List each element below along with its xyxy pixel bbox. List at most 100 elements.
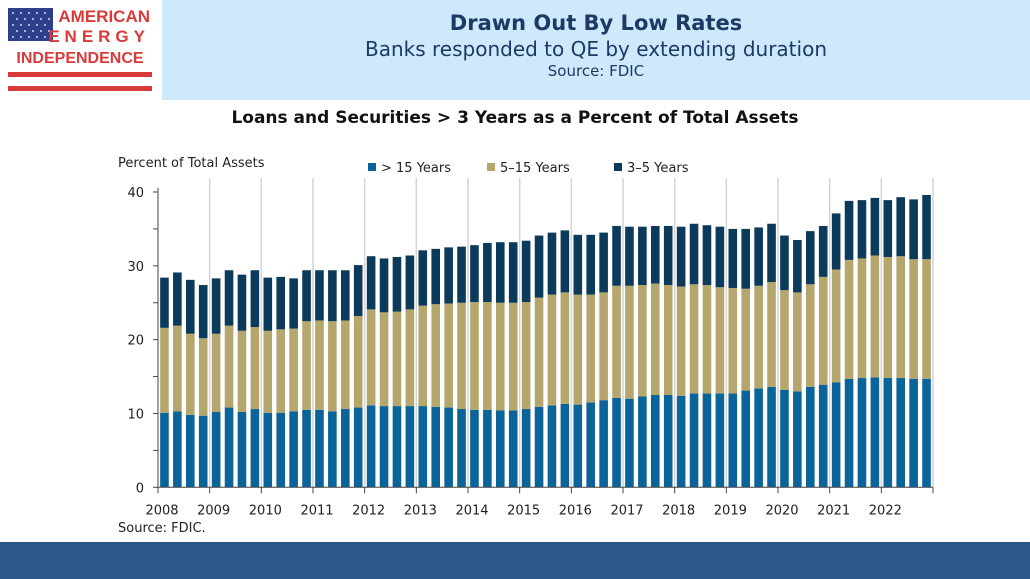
bar-segment-3-5-years <box>715 226 725 288</box>
bar-segment--15-years <box>418 406 428 488</box>
bar-segment-5-15-years <box>883 256 893 379</box>
y-tick-label: 10 <box>127 407 144 422</box>
bar-segment--15-years <box>366 405 376 488</box>
bar-segment-3-5-years <box>728 228 738 288</box>
bar-segment-3-5-years <box>340 270 350 321</box>
bar-segment-5-15-years <box>870 255 880 378</box>
bar-segment--15-years <box>650 395 660 488</box>
bar-segment--15-years <box>405 406 415 488</box>
bar-segment--15-years <box>328 411 337 488</box>
bar-segment-5-15-years <box>315 320 324 410</box>
x-tick-label: 2015 <box>507 503 540 518</box>
bar-segment--15-years <box>560 403 570 488</box>
bar-segment-3-5-years <box>702 225 712 286</box>
gridlines <box>208 178 934 488</box>
bar-segment-3-5-years <box>663 225 673 286</box>
bar-segment-5-15-years <box>418 305 428 407</box>
bar-segment-3-5-years <box>315 270 324 321</box>
bar-segment-5-15-years <box>534 297 544 407</box>
bar-segment-5-15-years <box>805 284 815 387</box>
bar-segment-3-5-years <box>405 255 415 310</box>
x-tick-label: 2018 <box>662 503 695 518</box>
bar-segment-5-15-years <box>547 294 557 406</box>
bar-segment-3-5-years <box>508 242 518 303</box>
x-tick-label: 2021 <box>817 503 850 518</box>
bar-segment--15-years <box>883 378 893 488</box>
bar-segment-5-15-years <box>909 259 918 379</box>
bar-segment-5-15-years <box>508 302 518 411</box>
bar-segment--15-years <box>444 407 453 488</box>
bar-segment-3-5-years <box>211 278 221 334</box>
bar-segment-5-15-years <box>650 283 660 396</box>
bar-segment-5-15-years <box>160 327 169 413</box>
bar-segment-5-15-years <box>237 330 247 412</box>
x-tick-label: 2016 <box>559 503 592 518</box>
bar-segment-5-15-years <box>302 321 311 410</box>
x-tick-label: 2012 <box>352 503 385 518</box>
bar-segment-5-15-years <box>289 328 298 412</box>
bar-segment-3-5-years <box>857 200 867 259</box>
y-tick-label: 0 <box>136 481 144 496</box>
bar-segment-3-5-years <box>741 228 751 289</box>
bar-segment-5-15-years <box>780 290 789 390</box>
bar-segment--15-years <box>289 411 298 488</box>
bar-segment-3-5-years <box>805 231 815 285</box>
bar-segment-3-5-years <box>586 234 596 295</box>
bar-segment-3-5-years <box>353 265 363 317</box>
bar-segment-5-15-years <box>328 321 337 412</box>
bar-segment-5-15-years <box>250 327 260 410</box>
bar-segment--15-years <box>689 393 699 488</box>
bar-segment-3-5-years <box>328 270 337 322</box>
source-note: Source: FDIC. <box>118 521 206 536</box>
x-tick-label: 2010 <box>249 503 282 518</box>
bar-segment--15-years <box>793 391 802 488</box>
bar-segment--15-years <box>508 410 518 488</box>
bar-segment-3-5-years <box>289 278 298 329</box>
bar-segment-3-5-years <box>237 274 247 331</box>
bar-segment-3-5-years <box>909 199 918 260</box>
bar-segment-5-15-years <box>831 269 841 383</box>
legend-label: > 15 Years <box>381 161 451 176</box>
bar-segment--15-years <box>676 395 686 488</box>
bar-segment--15-years <box>741 390 751 488</box>
header-subtitle: Banks responded to QE by extending durat… <box>365 37 827 61</box>
bar-segment-5-15-years <box>573 294 583 405</box>
bar-segment--15-years <box>767 386 776 488</box>
bar-segment--15-years <box>547 405 557 488</box>
bar-segment--15-years <box>612 397 621 488</box>
bar-segment--15-years <box>457 409 466 488</box>
bar-segment-5-15-years <box>185 333 195 415</box>
bar-segment-3-5-years <box>560 230 570 293</box>
bar-segment-5-15-years <box>366 309 376 406</box>
header-title: Drawn Out By Low Rates <box>449 11 743 35</box>
x-tick-label: 2009 <box>197 503 230 518</box>
bar-segment-5-15-years <box>767 282 776 387</box>
bar-segment-3-5-years <box>625 226 634 286</box>
legend-swatch <box>487 163 495 171</box>
footer-band <box>0 542 1030 579</box>
bar-segment-3-5-years <box>793 239 802 293</box>
bar-segment-3-5-years <box>612 225 621 286</box>
bar-segment-5-15-years <box>689 284 699 394</box>
bar-segment-3-5-years <box>883 200 893 257</box>
bar-segment-5-15-years <box>793 292 802 392</box>
bar-segment-5-15-years <box>353 316 363 408</box>
bar-segment--15-years <box>844 378 854 488</box>
bar-segment-5-15-years <box>483 301 492 410</box>
bar-segment-5-15-years <box>198 338 208 416</box>
bar-segment-3-5-years <box>767 223 776 283</box>
bar-segment-3-5-years <box>754 227 763 286</box>
bar-segment--15-years <box>237 411 247 488</box>
bar-segment--15-years <box>663 395 673 488</box>
bar-segment--15-years <box>818 384 828 488</box>
bar-segment-3-5-years <box>495 242 505 303</box>
bar-segment-3-5-years <box>521 240 531 302</box>
bar-segment-3-5-years <box>366 256 376 310</box>
bar-segment--15-years <box>340 409 350 488</box>
bar-segment-3-5-years <box>780 235 789 291</box>
bar-segment-5-15-years <box>457 302 466 410</box>
bar-segment-3-5-years <box>198 285 208 339</box>
header-source: Source: FDIC <box>547 62 645 80</box>
bar-segment-5-15-years <box>340 320 350 410</box>
